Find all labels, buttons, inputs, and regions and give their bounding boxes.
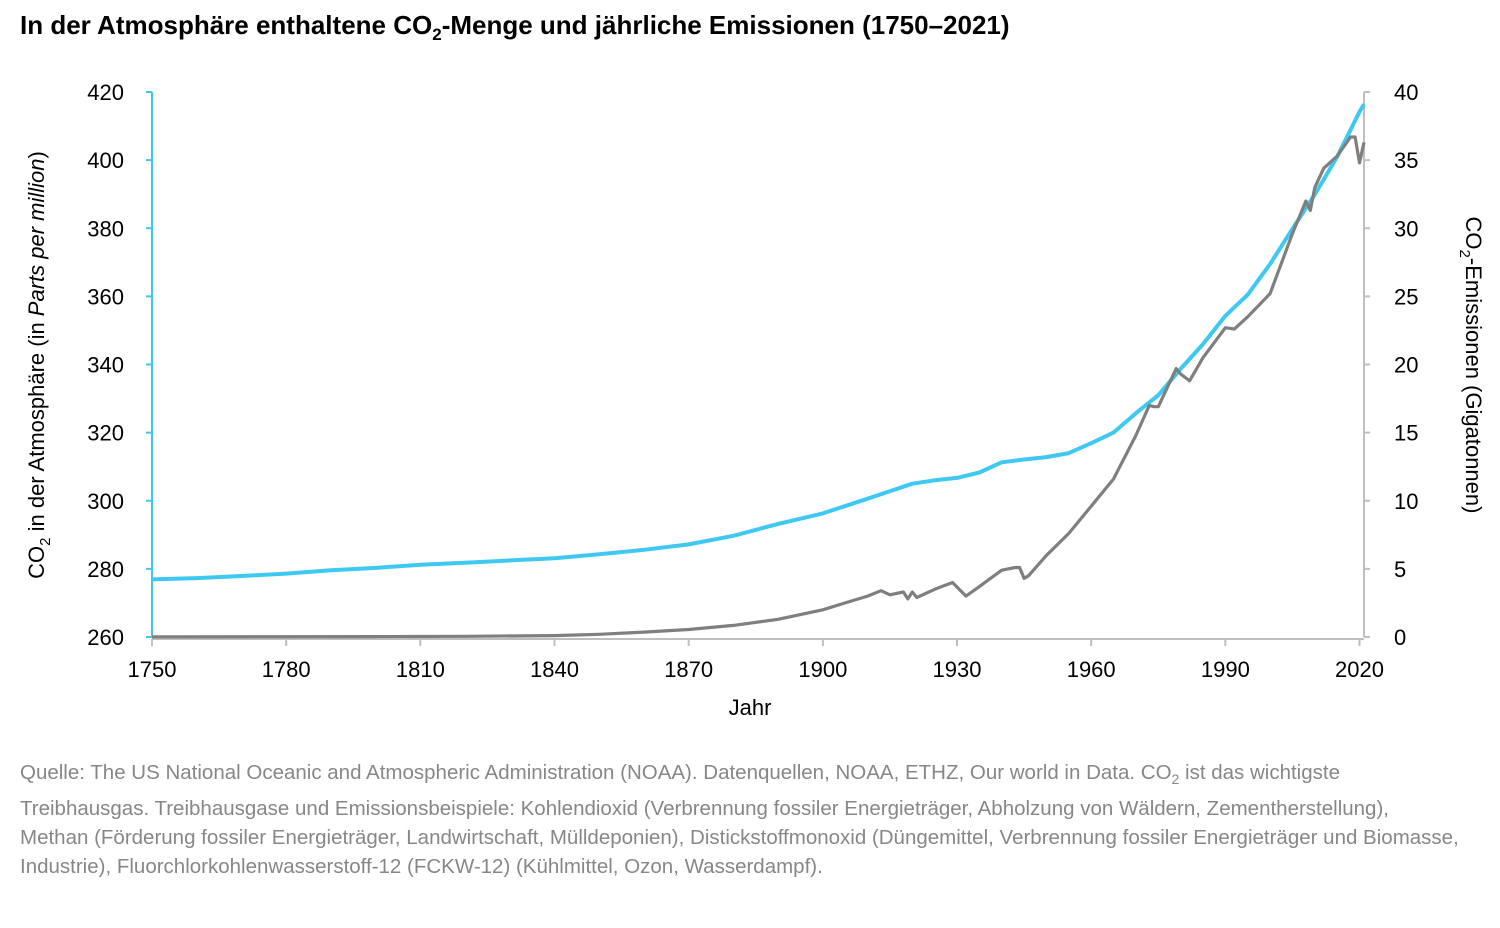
y-tick-label-right: 20 — [1394, 353, 1418, 378]
y-tick-label-right: 25 — [1394, 284, 1418, 309]
source-note: Quelle: The US National Oceanic and Atmo… — [20, 761, 1459, 879]
series-line-atmosphere — [151, 103, 1366, 582]
chart-title: In der Atmosphäre enthaltene CO2-Menge u… — [20, 10, 1010, 45]
x-tick-label: 1930 — [933, 657, 982, 682]
y-tick-label-left: 360 — [87, 284, 124, 309]
y-tick-label-left: 380 — [87, 216, 124, 241]
y-tick-label-right: 15 — [1394, 421, 1418, 446]
y-tick-label-left: 340 — [87, 353, 124, 378]
x-tick-label: 1750 — [128, 657, 177, 682]
y-tick-label-left: 300 — [87, 489, 124, 514]
y-tick-label-left: 280 — [87, 557, 124, 582]
y-axis-label-left: CO2 in der Atmosphäre (in Parts per mill… — [24, 151, 54, 579]
x-axis-label: Jahr — [729, 695, 772, 720]
y-tick-label-right: 0 — [1394, 625, 1406, 650]
x-tick-label: 1840 — [530, 657, 579, 682]
y-tick-label-left: 260 — [87, 625, 124, 650]
x-axis: 1750 1780 1810 1840 1870 1900 1930 1960 1990 2020 — [128, 638, 1384, 682]
y-tick-label-right: 10 — [1394, 489, 1418, 514]
x-tick-label: 1990 — [1201, 657, 1250, 682]
x-tick-label: 1900 — [798, 657, 847, 682]
series-line-emissions — [151, 135, 1366, 639]
y-tick-label-left: 420 — [87, 80, 124, 105]
y-tick-label-right: 5 — [1394, 557, 1406, 582]
chart-area: 260 280 300 320 340 360 380 400 420 0 5 10 15 20 25 30… — [24, 80, 1486, 720]
x-tick-label: 2020 — [1335, 657, 1384, 682]
y-tick-label-left: 400 — [87, 148, 124, 173]
x-tick-label: 1960 — [1067, 657, 1116, 682]
y-axis-right: 0 5 10 15 20 25 30 35 40 — [1363, 80, 1418, 650]
y-axis-label-right: CO2-Emissionen (Gigatonnen) — [1456, 217, 1486, 514]
y-tick-label-right: 40 — [1394, 80, 1418, 105]
y-axis-left: 260 280 300 320 340 360 380 400 420 — [87, 80, 153, 650]
y-tick-label-left: 320 — [87, 421, 124, 446]
x-tick-label: 1810 — [396, 657, 445, 682]
x-tick-label: 1780 — [262, 657, 311, 682]
x-tick-label: 1870 — [664, 657, 713, 682]
y-tick-label-right: 30 — [1394, 216, 1418, 241]
y-tick-label-right: 35 — [1394, 148, 1418, 173]
